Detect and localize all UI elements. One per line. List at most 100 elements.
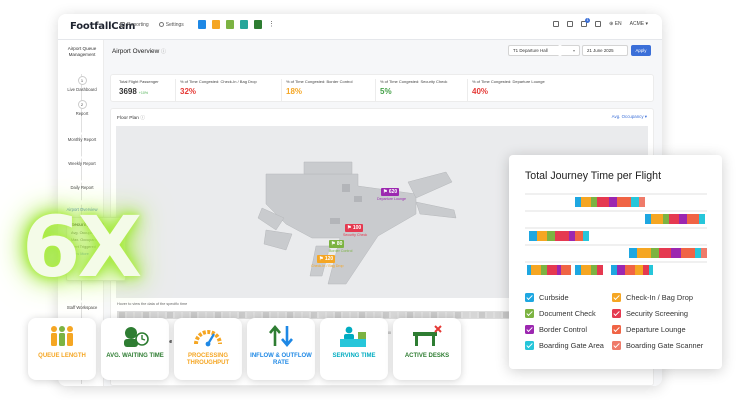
serving-counter-icon	[340, 326, 366, 347]
timeline-cell[interactable]	[495, 312, 501, 318]
hall-select[interactable]: T1 Departure Hall ▾	[508, 45, 580, 56]
kpi-strip: Total Flight Passenger 3698 +10% % of Tim…	[110, 74, 654, 102]
timeline-cell[interactable]	[135, 312, 141, 318]
sidebar-item-live-dashboard[interactable]: 1 Live Dashboard	[67, 76, 97, 92]
legend-item-security-screening[interactable]: Security Screening	[612, 309, 688, 318]
timeline-cell[interactable]	[191, 312, 197, 318]
timeline-cell[interactable]	[151, 312, 157, 318]
legend-item-curbside[interactable]: Curbside	[525, 293, 569, 302]
timeline-cell[interactable]	[159, 312, 165, 318]
timeline-cell[interactable]	[175, 312, 181, 318]
flight-bar-5	[527, 265, 653, 275]
timeline-cell[interactable]	[439, 312, 445, 318]
timeline-cell[interactable]	[407, 312, 413, 318]
marker-check-in[interactable]: ⚑ 120	[317, 255, 336, 263]
checkbox-checked-icon	[525, 341, 534, 350]
timeline-cell[interactable]	[143, 312, 149, 318]
marker-border-control[interactable]: ⚑ 80	[329, 240, 345, 248]
timeline-cell[interactable]	[335, 312, 341, 318]
timeline-cell[interactable]	[351, 312, 357, 318]
timeline-cell[interactable]	[447, 312, 453, 318]
journey-bar-chart	[525, 193, 707, 275]
timeline-cell[interactable]	[463, 312, 469, 318]
timeline-cell[interactable]	[215, 312, 221, 318]
account-menu[interactable]: ACME ▾	[629, 21, 648, 27]
timeline-cell[interactable]	[247, 312, 253, 318]
timeline-cell[interactable]	[327, 312, 333, 318]
airplane-icon[interactable]	[198, 20, 206, 29]
marker-security-check[interactable]: ⚑ 100	[345, 224, 364, 232]
timeline-cell[interactable]	[263, 312, 269, 318]
timeline-cell[interactable]	[207, 312, 213, 318]
window-icon[interactable]	[553, 21, 560, 27]
timeline-cell[interactable]	[319, 312, 325, 318]
timeline-cell[interactable]	[303, 312, 309, 318]
sidebar-item-daily-report[interactable]: Daily Report	[60, 180, 104, 190]
view-more-link[interactable]: View More	[71, 252, 89, 256]
legend-item-document-check[interactable]: Document Check	[525, 309, 596, 318]
gear-icon	[158, 22, 164, 28]
sidebar-item-report[interactable]: 2 Report	[75, 100, 89, 116]
chat-icon[interactable]	[567, 21, 574, 27]
apply-button[interactable]: Apply	[631, 45, 651, 56]
tile-label: Queue Length	[38, 353, 86, 359]
bell-icon[interactable]: 1	[581, 18, 591, 27]
tile-processing-throughput: Processing Throughput	[174, 318, 242, 380]
timeline-cell[interactable]	[367, 312, 373, 318]
timeline-cell[interactable]	[503, 312, 509, 318]
timeline-cell[interactable]	[167, 312, 173, 318]
timeline-cell[interactable]	[383, 312, 389, 318]
popup-title: Security Check	[71, 222, 105, 227]
notification-badge: 1	[585, 18, 591, 23]
timeline-cell[interactable]	[279, 312, 285, 318]
sidebar-item-airport-overview[interactable]: Airport Overview	[60, 200, 104, 212]
timeline-cell[interactable]	[487, 312, 493, 318]
language-select[interactable]: ⊕ EN	[609, 21, 622, 27]
timeline-cell[interactable]	[127, 312, 133, 318]
timeline-cell[interactable]	[231, 312, 237, 318]
legend-item-boarding-gate-scanner[interactable]: Boarding Gate Scanner	[612, 341, 703, 350]
flight-bar-2	[645, 214, 705, 224]
legend-item-check-in[interactable]: Check-In / Bag Drop	[612, 293, 693, 302]
timeline-cell[interactable]	[479, 312, 485, 318]
legend-item-departure-lounge[interactable]: Departure Lounge	[612, 325, 686, 334]
sidebar-item-weekly-report[interactable]: Weekly Report	[60, 156, 104, 166]
timeline-cell[interactable]	[415, 312, 421, 318]
date-select[interactable]: 21 June 2025	[582, 45, 628, 56]
timeline-cell[interactable]	[223, 312, 229, 318]
more-icon[interactable]: ⋮	[268, 21, 275, 28]
nav-settings[interactable]: Settings	[158, 22, 184, 28]
timeline-cell[interactable]	[343, 312, 349, 318]
timeline-cell[interactable]	[199, 312, 205, 318]
timeline-cell[interactable]	[359, 312, 365, 318]
timeline-cell[interactable]	[287, 312, 293, 318]
timeline-cell[interactable]	[471, 312, 477, 318]
people-icon[interactable]	[240, 20, 248, 29]
timeline-cell[interactable]	[119, 312, 125, 318]
sidebar-item-monthly-report[interactable]: Monthly Report	[60, 132, 104, 142]
marker-departure-lounge[interactable]: ⚑ 620	[381, 188, 400, 196]
timeline-cell[interactable]	[271, 312, 277, 318]
timeline-cell[interactable]	[375, 312, 381, 318]
timeline-cell[interactable]	[455, 312, 461, 318]
chart-app-icon[interactable]	[226, 20, 234, 29]
megaphone-icon[interactable]	[595, 21, 602, 27]
timeline-cell[interactable]	[239, 312, 245, 318]
timeline-cell[interactable]	[311, 312, 317, 318]
timeline-cell[interactable]	[423, 312, 429, 318]
legend-item-border-control[interactable]: Border Control	[525, 325, 587, 334]
legend-item-boarding-gate-area[interactable]: Boarding Gate Area	[525, 341, 604, 350]
tile-avg-waiting-time: Avg. Waiting Time	[101, 318, 169, 380]
timeline-cell[interactable]	[391, 312, 397, 318]
sidebar-item-staff-workspace[interactable]: Staff Workspace	[60, 300, 104, 310]
tile-label: Avg. Waiting Time	[106, 353, 164, 359]
timeline-cell[interactable]	[183, 312, 189, 318]
nav-reporting[interactable]: Reporting	[120, 22, 149, 28]
folder-icon[interactable]	[212, 20, 220, 29]
store-icon[interactable]	[254, 20, 262, 29]
timeline-cell[interactable]	[295, 312, 301, 318]
occupancy-select[interactable]: Avg. Occupancy ▾	[611, 114, 647, 119]
timeline-cell[interactable]	[255, 312, 261, 318]
timeline-cell[interactable]	[431, 312, 437, 318]
timeline-cell[interactable]	[399, 312, 405, 318]
